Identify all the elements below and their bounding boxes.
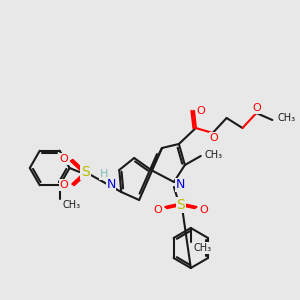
- Text: O: O: [60, 154, 69, 164]
- Text: S: S: [176, 198, 185, 212]
- Text: CH₃: CH₃: [205, 150, 223, 160]
- Text: O: O: [197, 106, 206, 116]
- Text: N: N: [106, 178, 116, 191]
- Text: O: O: [252, 103, 261, 113]
- Text: O: O: [60, 180, 69, 190]
- Text: N: N: [176, 178, 185, 191]
- Text: S: S: [81, 165, 90, 179]
- Text: CH₃: CH₃: [63, 200, 81, 210]
- Text: O: O: [153, 205, 162, 215]
- Text: O: O: [200, 205, 208, 215]
- Text: CH₃: CH₃: [194, 243, 212, 253]
- Text: O: O: [209, 133, 218, 143]
- Text: H: H: [100, 169, 109, 179]
- Text: CH₃: CH₃: [277, 113, 296, 123]
